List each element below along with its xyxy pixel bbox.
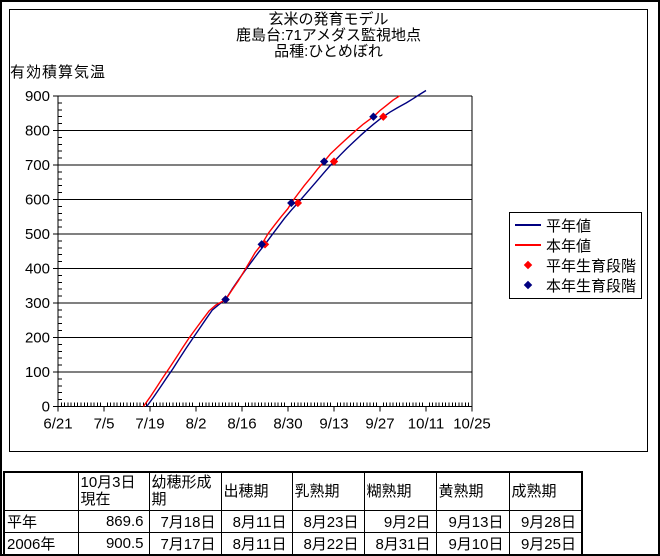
table-row: 2006年 900.5 7月17日 8月11日 8月22日 8月31日 9月10日 9月25日 bbox=[3, 531, 583, 555]
legend-item: 本年生育段階 bbox=[510, 275, 641, 295]
table-value-cell: 7月18日 bbox=[148, 509, 222, 533]
x-tick-label: 10/11 bbox=[408, 416, 444, 433]
x-tick-label: 8/30 bbox=[273, 416, 302, 433]
table-value-cell: 900.5 bbox=[77, 531, 150, 555]
x-tick-label: 9/13 bbox=[319, 416, 348, 433]
y-tick-label: 900 bbox=[25, 88, 50, 105]
x-tick-label: 7/5 bbox=[94, 416, 115, 433]
y-tick-label: 300 bbox=[25, 295, 50, 312]
diamond-marker bbox=[287, 198, 296, 208]
y-axis-title: 有効積算気温 bbox=[10, 64, 107, 81]
x-tick-label: 10/25 bbox=[453, 416, 491, 433]
table-value-cell: 8月11日 bbox=[220, 531, 293, 555]
growth-stage-table: 10月3日 現在 幼穂形成 期出穂期 乳熟期 糊熟期 黄熟期 成熟期 平年 869.6 7月18… bbox=[3, 471, 583, 556]
gridlines bbox=[58, 95, 473, 407]
diamond-marker bbox=[257, 240, 266, 249]
series-line-0 bbox=[146, 89, 427, 407]
chart-title-line-1: 玄米の発育モデル bbox=[268, 11, 389, 28]
legend-line-swatch bbox=[510, 224, 546, 226]
axes bbox=[53, 95, 473, 412]
chart-title-line-3: 品種:ひとめぼれ bbox=[274, 43, 383, 60]
y-tick-label: 500 bbox=[25, 226, 50, 243]
series-line-1 bbox=[142, 95, 401, 407]
y-tick-label: 400 bbox=[25, 261, 50, 278]
x-tick-label: 8/16 bbox=[227, 416, 256, 433]
table-value-cell: 9月13日 bbox=[435, 509, 510, 533]
table-value-cell: 8月31日 bbox=[363, 531, 437, 555]
tick-labels: 0 100 200 300 400 500 600 700 800 900 6/21 7/5 7/19 8… bbox=[25, 88, 491, 433]
legend-label: 平年値 bbox=[546, 217, 592, 235]
table-value-cell: 9月25日 bbox=[508, 531, 583, 555]
table-value-cell: 9月28日 bbox=[508, 509, 583, 533]
legend-label: 本年生育段階 bbox=[546, 277, 637, 295]
table-row: 平年 869.6 7月18日 8月11日 8月23日 9月2日 9月13日 9月28日 bbox=[3, 509, 583, 533]
diamond-marker bbox=[293, 198, 303, 208]
legend-line-swatch bbox=[510, 244, 546, 246]
legend-label: 本年値 bbox=[546, 237, 592, 255]
chart-title-line-2: 鹿島台:71アメダス監視地点 bbox=[235, 27, 422, 44]
y-tick-label: 600 bbox=[25, 192, 50, 209]
table-header-cell: 10月3日 現在 bbox=[77, 471, 150, 511]
series-markers-3 bbox=[221, 112, 378, 304]
diamond-marker bbox=[329, 157, 339, 166]
y-tick-label: 700 bbox=[25, 157, 50, 174]
table-header-cell: 出穂期 bbox=[220, 471, 293, 511]
x-tick-label: 6/21 bbox=[43, 416, 72, 433]
table-header-cell: 成熟期 bbox=[508, 471, 583, 511]
table-header-cell: 糊熟期 bbox=[363, 471, 437, 511]
table-row-label: 平年 bbox=[3, 509, 79, 533]
legend-label: 平年生育段階 bbox=[546, 257, 637, 275]
series-markers-2 bbox=[221, 112, 388, 304]
table-header-cell: 幼穂形成 期 bbox=[148, 471, 222, 511]
table-value-cell: 8月23日 bbox=[291, 509, 365, 533]
table-value-cell: 869.6 bbox=[77, 509, 150, 533]
table-row-label: 2006年 bbox=[3, 531, 79, 555]
diamond-marker bbox=[369, 112, 378, 121]
table-value-cell: 8月22日 bbox=[291, 531, 365, 555]
x-tick-label: 9/27 bbox=[365, 416, 394, 433]
diamond-marker bbox=[379, 112, 388, 121]
chart-frame bbox=[9, 9, 648, 452]
legend-diamond-icon bbox=[510, 260, 546, 270]
table-header-cell: 黄熟期 bbox=[435, 471, 510, 511]
diamond-marker bbox=[221, 295, 230, 304]
diamond-marker bbox=[319, 157, 329, 166]
chart-title: 玄米の発育モデル 鹿島台:71アメダス監視地点 品種:ひとめぼれ bbox=[9, 12, 648, 60]
table-value-cell: 7月17日 bbox=[148, 531, 222, 555]
table-value-cell: 9月10日 bbox=[435, 531, 510, 555]
legend: 平年値本年値平年生育段階 本年生育段階 bbox=[509, 212, 642, 299]
legend-item: 平年値 bbox=[510, 215, 641, 235]
legend-diamond-icon bbox=[510, 280, 546, 290]
legend-item: 平年生育段階 bbox=[510, 255, 641, 275]
table-value-cell: 9月2日 bbox=[363, 509, 437, 533]
legend-item: 本年値 bbox=[510, 235, 641, 255]
y-tick-label: 0 bbox=[42, 399, 50, 416]
x-tick-label: 8/2 bbox=[186, 416, 207, 433]
table-value-cell: 8月11日 bbox=[220, 509, 293, 533]
table-corner-cell bbox=[3, 471, 79, 511]
y-tick-label: 200 bbox=[25, 330, 50, 347]
y-tick-label: 100 bbox=[25, 364, 50, 381]
y-tick-label: 800 bbox=[25, 123, 50, 140]
x-tick-label: 7/19 bbox=[135, 416, 164, 433]
table-header-cell: 乳熟期 bbox=[291, 471, 365, 511]
